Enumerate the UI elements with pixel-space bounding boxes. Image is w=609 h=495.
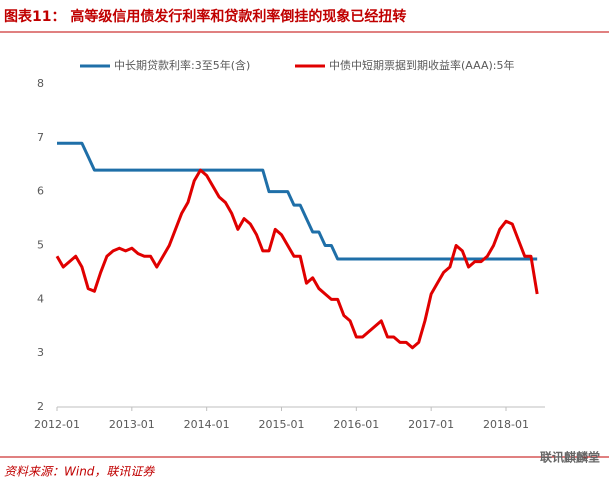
legend-label: 中长期贷款利率:3至5年(含) bbox=[114, 58, 250, 72]
chart-title: 图表11： 高等级信用债发行利率和贷款利率倒挂的现象已经扭转 bbox=[4, 8, 406, 25]
y-tick-label: 2 bbox=[37, 400, 44, 413]
x-tick-label: 2018-01 bbox=[483, 418, 529, 431]
y-tick-label: 3 bbox=[37, 346, 44, 359]
series-line bbox=[57, 141, 538, 261]
x-tick-label: 2016-01 bbox=[333, 418, 379, 431]
x-tick-label: 2012-01 bbox=[34, 418, 80, 431]
y-tick-label: 5 bbox=[37, 239, 44, 252]
y-tick-label: 6 bbox=[37, 185, 44, 198]
watermark: 联讯麒麟堂 bbox=[540, 450, 600, 465]
y-tick-label: 8 bbox=[37, 77, 44, 90]
y-tick-label: 4 bbox=[37, 292, 44, 305]
legend-label: 中债中短期票据到期收益率(AAA):5年 bbox=[329, 58, 514, 72]
x-tick-label: 2015-01 bbox=[259, 418, 305, 431]
x-tick-label: 2014-01 bbox=[184, 418, 230, 431]
series-line bbox=[55, 168, 539, 350]
x-tick-label: 2013-01 bbox=[109, 418, 155, 431]
y-tick-label: 7 bbox=[37, 131, 44, 144]
source: 资料来源：Wind，联讯证券 bbox=[4, 465, 155, 479]
x-tick-label: 2017-01 bbox=[408, 418, 454, 431]
